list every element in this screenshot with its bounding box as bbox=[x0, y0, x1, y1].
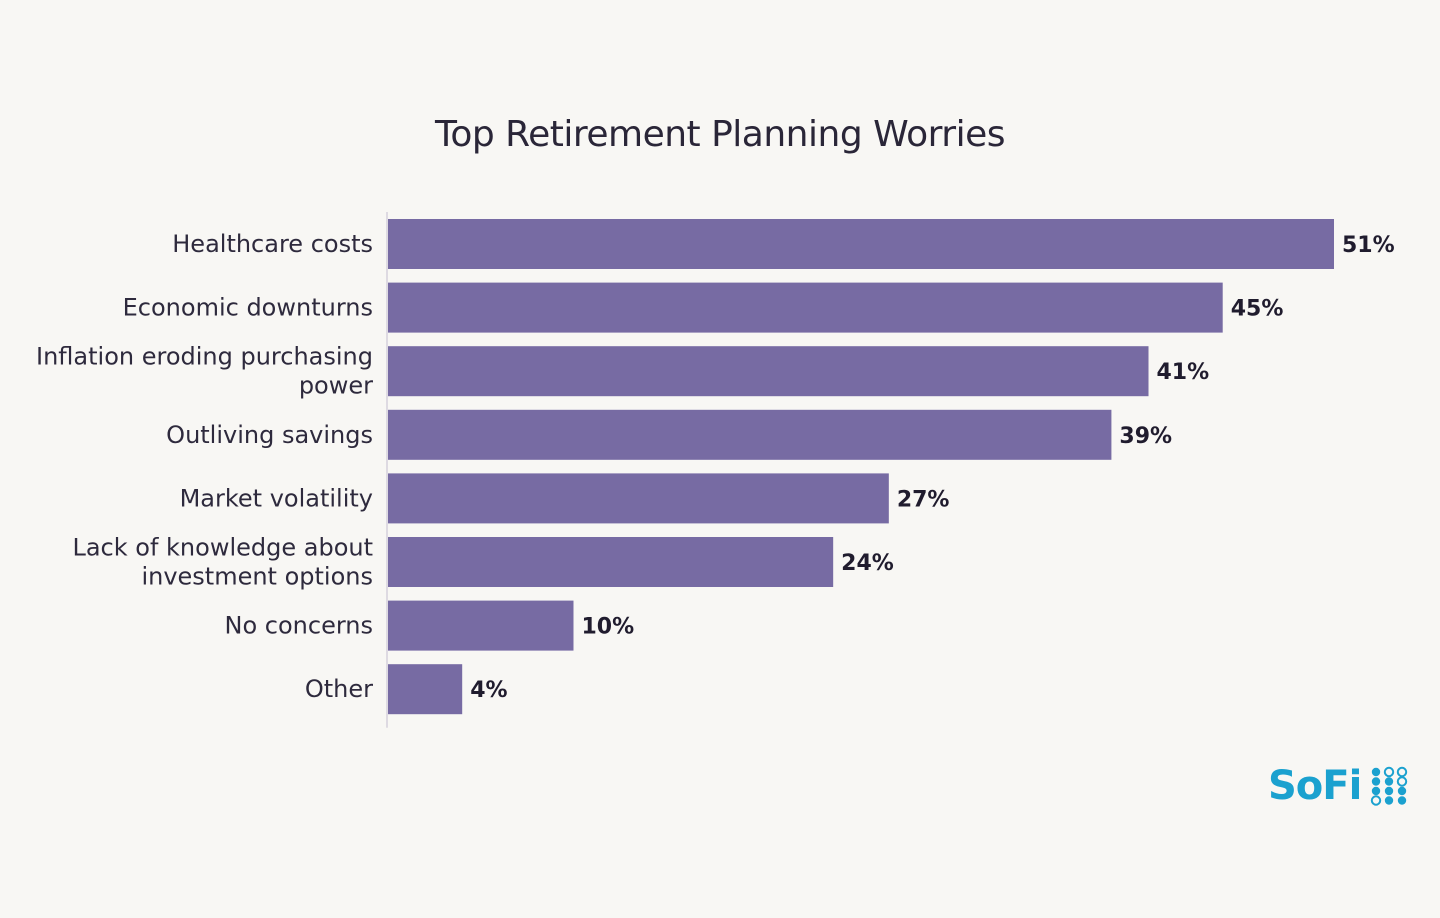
category-label-line: Inflation eroding purchasing bbox=[36, 343, 373, 371]
logo-dot bbox=[1371, 795, 1382, 806]
value-label-3: 39% bbox=[1119, 424, 1172, 449]
category-label-line: power bbox=[299, 372, 373, 400]
category-label-2: Inflation eroding purchasing power bbox=[36, 343, 373, 400]
category-label-line: Outliving savings bbox=[166, 421, 373, 449]
logo-dot bbox=[1397, 766, 1408, 778]
logo-dot bbox=[1372, 786, 1381, 796]
logo-dot bbox=[1397, 776, 1408, 787]
logo-dot bbox=[1384, 766, 1395, 778]
logo-dot bbox=[1398, 786, 1407, 796]
logo-dot bbox=[1385, 796, 1394, 805]
bar-7 bbox=[388, 664, 463, 715]
bar-5 bbox=[388, 537, 834, 587]
value-label-7: 4% bbox=[470, 678, 507, 703]
category-label-1: Economic downturns bbox=[123, 294, 373, 322]
logo-dot bbox=[1385, 777, 1394, 786]
category-label-0: Healthcare costs bbox=[172, 230, 373, 258]
logo-text: SoFi bbox=[1268, 763, 1362, 809]
category-label-line: Healthcare costs bbox=[172, 230, 373, 258]
bar-4 bbox=[388, 473, 889, 524]
bar-3 bbox=[388, 409, 1112, 460]
category-label-line: Other bbox=[305, 675, 373, 703]
value-label-1: 45% bbox=[1231, 297, 1284, 322]
value-label-4: 27% bbox=[897, 487, 950, 512]
category-label-6: No concerns bbox=[225, 612, 373, 640]
bar-6 bbox=[388, 600, 574, 651]
chart-title: Top Retirement Planning Worries bbox=[434, 114, 1006, 155]
value-label-2: 41% bbox=[1157, 360, 1210, 385]
category-label-4: Market volatility bbox=[180, 484, 373, 512]
logo-dot bbox=[1398, 796, 1407, 805]
category-label-line: Lack of knowledge about bbox=[72, 534, 373, 562]
category-labels: Healthcare costs Economic downturns Inflat… bbox=[36, 230, 373, 703]
category-label-line: investment options bbox=[141, 563, 373, 591]
category-label-line: Economic downturns bbox=[123, 294, 373, 322]
category-label-line: No concerns bbox=[225, 612, 373, 640]
category-label-7: Other bbox=[305, 675, 373, 703]
sofi-logo: SoFi bbox=[1268, 766, 1411, 806]
bar-1 bbox=[388, 282, 1223, 333]
value-label-6: 10% bbox=[581, 615, 634, 640]
logo-dot bbox=[1372, 777, 1381, 786]
bar-2 bbox=[388, 346, 1149, 397]
category-label-line: Market volatility bbox=[180, 484, 373, 512]
category-label-5: Lack of knowledge about investment option… bbox=[72, 534, 373, 591]
value-label-5: 24% bbox=[841, 551, 894, 576]
value-labels: 51% 45% 41% 39% 27% 24% 10% 4% bbox=[470, 233, 1394, 703]
logo-dot bbox=[1385, 786, 1394, 796]
logo-dot bbox=[1372, 767, 1381, 777]
bars-layer bbox=[388, 219, 1334, 715]
sofi-dots-icon bbox=[1371, 766, 1408, 806]
bar-0 bbox=[388, 219, 1334, 269]
category-label-3: Outliving savings bbox=[166, 421, 373, 449]
value-label-0: 51% bbox=[1342, 233, 1395, 258]
